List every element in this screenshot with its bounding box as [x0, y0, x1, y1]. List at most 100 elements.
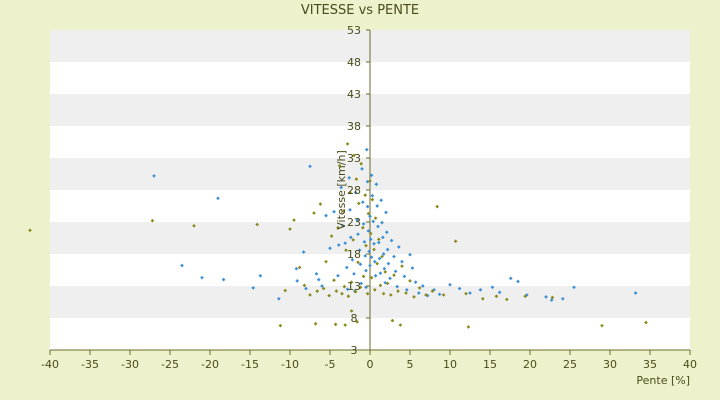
data-point [348, 190, 352, 195]
data-point [362, 240, 367, 244]
data-point [372, 288, 377, 292]
data-point [360, 200, 365, 204]
data-point [360, 167, 364, 171]
data-point [404, 288, 409, 292]
data-point [371, 219, 376, 224]
data-point [398, 323, 403, 327]
data-point [373, 216, 378, 220]
data-point [413, 280, 418, 284]
data-point [378, 283, 383, 288]
data-point [361, 274, 366, 279]
data-point [448, 282, 452, 287]
data-point [288, 227, 292, 231]
data-point [360, 225, 365, 230]
data-point [336, 243, 341, 247]
y-tick-label: 53 [347, 24, 361, 37]
y-tick-label: 28 [347, 184, 361, 197]
data-point [180, 263, 184, 268]
data-point [365, 204, 370, 209]
y-tick-label: 33 [347, 152, 361, 165]
data-point [356, 201, 361, 206]
data-point [352, 153, 356, 158]
data-point [321, 286, 326, 291]
data-point [381, 252, 386, 256]
data-point [441, 293, 446, 297]
chart-title: VITESSE vs PENTE [301, 3, 419, 18]
data-point [283, 288, 288, 293]
data-point [420, 284, 425, 288]
data-point [385, 247, 390, 252]
x-tick-label: 10 [443, 358, 457, 371]
x-tick-label: -10 [281, 358, 299, 371]
data-point [381, 291, 386, 296]
x-axis-ticks: -40 -35 -30 -25 -20 -15 -10 -5 0 5 10 15 20 25 30 35 40 [41, 350, 697, 371]
data-point [345, 142, 350, 146]
data-point [572, 285, 576, 290]
data-point [312, 211, 316, 215]
data-point [302, 283, 307, 288]
y-tick-label: 23 [347, 216, 361, 229]
data-point [380, 220, 384, 225]
data-point [457, 286, 462, 291]
data-point [388, 276, 392, 281]
x-tick-label: 5 [407, 358, 414, 371]
data-point [297, 265, 302, 270]
data-point [437, 292, 442, 297]
data-point [453, 239, 458, 244]
data-point [369, 275, 374, 280]
y-tick-label: 48 [347, 56, 361, 69]
data-point [357, 248, 362, 252]
x-tick-label: 20 [523, 358, 537, 371]
data-point [504, 297, 509, 302]
data-point [380, 235, 385, 240]
data-point [308, 164, 312, 169]
data-point [308, 293, 312, 297]
data-point [332, 209, 336, 214]
y-tick-label: 43 [347, 88, 361, 101]
data-point [560, 296, 565, 301]
data-point [339, 185, 344, 190]
data-point [355, 218, 360, 222]
data-point [393, 269, 398, 274]
data-point [464, 291, 468, 296]
data-point [384, 210, 388, 215]
data-point [430, 289, 435, 293]
data-point [329, 234, 334, 238]
data-point [200, 275, 204, 280]
data-point [344, 265, 349, 270]
data-point [392, 273, 396, 277]
data-point [356, 232, 360, 236]
data-point [358, 285, 363, 290]
data-point [466, 325, 471, 329]
data-point [304, 286, 308, 291]
data-point [352, 272, 356, 276]
data-point [340, 224, 345, 228]
data-point [336, 225, 340, 230]
y-tick-label: 3 [351, 344, 358, 357]
data-point [345, 287, 350, 292]
data-point [221, 277, 226, 282]
x-tick-label: -20 [201, 358, 219, 371]
data-point [342, 284, 347, 289]
x-tick-label: 40 [683, 358, 697, 371]
data-point [363, 254, 368, 258]
data-point [353, 289, 358, 294]
data-point [337, 163, 342, 168]
y-tick-label: 18 [347, 248, 361, 261]
data-point [344, 248, 348, 252]
data-point [359, 161, 364, 166]
data-point [410, 266, 415, 270]
data-point [292, 218, 296, 222]
data-point [404, 291, 408, 295]
data-point [390, 318, 395, 323]
data-point [633, 291, 638, 295]
data-point [392, 254, 396, 259]
data-point [379, 198, 384, 203]
data-point [424, 293, 428, 297]
x-tick-label: -30 [121, 358, 139, 371]
data-point [318, 202, 323, 206]
data-point [340, 291, 344, 296]
data-point [295, 279, 300, 283]
data-point [349, 280, 354, 284]
